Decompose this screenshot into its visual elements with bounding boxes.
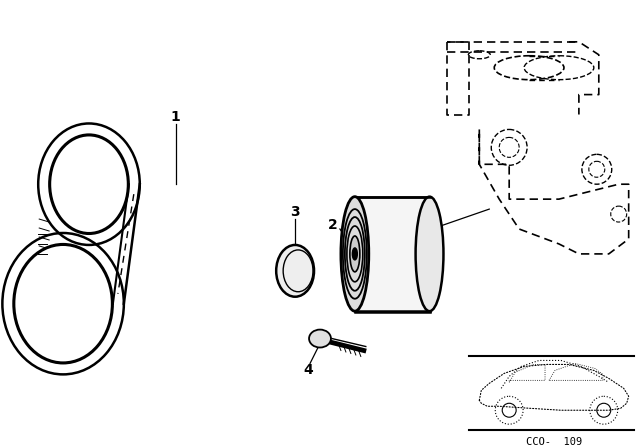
Text: 4: 4 — [303, 363, 313, 377]
Bar — [355, 197, 429, 312]
Ellipse shape — [353, 248, 357, 260]
Text: CCO-  109: CCO- 109 — [526, 437, 582, 447]
Ellipse shape — [415, 197, 444, 311]
Ellipse shape — [350, 236, 360, 272]
Ellipse shape — [341, 197, 369, 311]
Text: 1: 1 — [171, 111, 180, 125]
Text: 3: 3 — [291, 205, 300, 219]
Ellipse shape — [276, 245, 314, 297]
Ellipse shape — [50, 135, 128, 233]
Ellipse shape — [14, 245, 112, 362]
Ellipse shape — [309, 330, 331, 348]
Text: 2: 2 — [328, 218, 338, 232]
